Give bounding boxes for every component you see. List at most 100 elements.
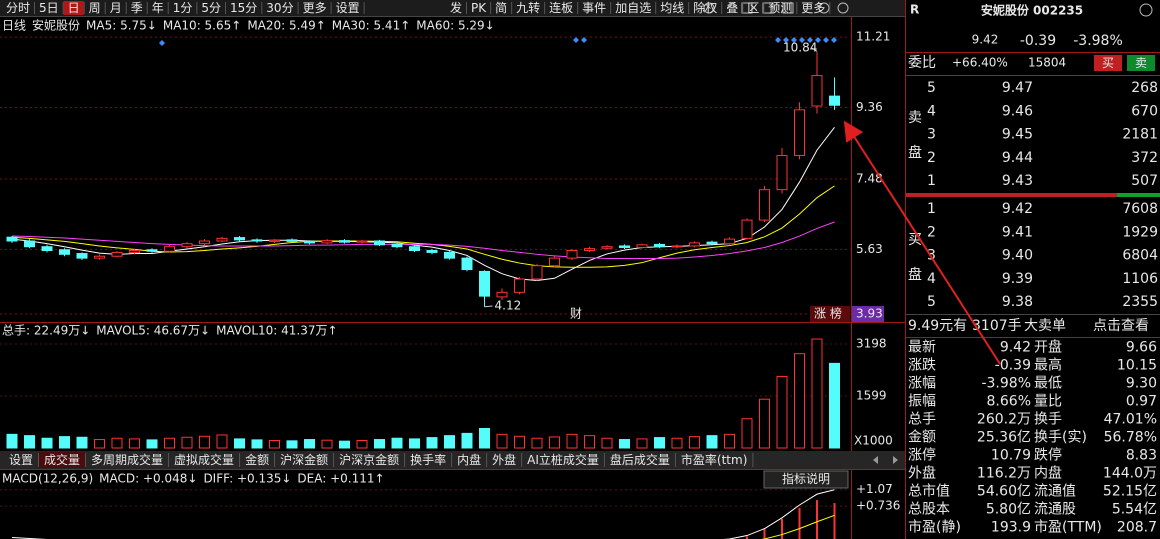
toolbar-button[interactable]: 日 xyxy=(68,1,80,15)
volume-bar xyxy=(811,338,823,449)
y-tick-label: 3198 xyxy=(856,336,887,350)
indicator-label: 安妮股份 xyxy=(32,18,80,33)
volume-bar xyxy=(321,439,333,449)
last-price: 9.42 xyxy=(972,33,999,47)
toolbar-button[interactable]: 5分 xyxy=(201,1,221,15)
tab-scroll[interactable] xyxy=(873,456,898,464)
order-volume: 1106 xyxy=(1122,271,1158,287)
event-marker[interactable] xyxy=(775,37,837,43)
order-price: 9.38 xyxy=(1002,294,1033,310)
toolbar-button[interactable]: 月 xyxy=(110,1,122,15)
toolbar-button[interactable]: 1分 xyxy=(173,1,193,15)
tab[interactable]: 外盘 xyxy=(492,452,516,467)
toolbar-button[interactable]: 周 xyxy=(89,1,101,15)
toolbar-button[interactable]: 简 xyxy=(495,1,507,15)
event-marker[interactable] xyxy=(581,37,587,43)
tab[interactable]: 内盘 xyxy=(457,452,481,467)
ma-line xyxy=(11,221,835,259)
toolbar-button[interactable]: 预测 xyxy=(768,1,792,15)
toolbar-button[interactable]: 30分 xyxy=(266,1,293,15)
order-price: 9.39 xyxy=(1002,271,1033,287)
toolbar-button[interactable]: 除权 xyxy=(693,0,717,15)
toolbar-button[interactable]: 连板 xyxy=(549,0,573,15)
candle-body xyxy=(146,249,158,252)
tab[interactable]: 盘后成交量 xyxy=(610,452,670,467)
toolbar-button[interactable]: 更多 xyxy=(303,1,327,15)
book-divider-green xyxy=(1117,193,1160,197)
stat-label: 总手 xyxy=(908,412,936,428)
volume-bar xyxy=(339,440,350,449)
toolbar-button[interactable]: 发 xyxy=(450,0,462,15)
help-button[interactable]: 指标说明 xyxy=(782,471,830,486)
toolbar-button[interactable]: 年 xyxy=(152,1,164,15)
stat-value: 9.66 xyxy=(1126,340,1157,356)
order-price: 9.43 xyxy=(1002,173,1033,189)
order-volume: 6804 xyxy=(1122,248,1158,264)
toolbar-button[interactable]: 加自选 xyxy=(615,1,651,15)
tab[interactable]: 多周期成交量 xyxy=(91,452,163,467)
stat-value: 25.36亿 xyxy=(977,430,1031,446)
candle-body xyxy=(199,240,210,245)
indicator-label: 日线 xyxy=(2,19,26,33)
tab[interactable]: 市盈率(ttm) xyxy=(681,452,747,467)
volume-bar xyxy=(164,437,175,449)
candle-body xyxy=(776,154,788,191)
toolbar-button[interactable]: PK xyxy=(471,1,487,15)
order-volume: 2355 xyxy=(1122,294,1158,310)
toolbar-button[interactable]: 均线 xyxy=(660,1,684,15)
tab[interactable]: 沪深京金额 xyxy=(339,452,399,467)
candle-body xyxy=(566,250,578,259)
toolbar-button[interactable]: 叠 xyxy=(726,1,738,15)
candles xyxy=(6,51,840,307)
icon[interactable] xyxy=(782,2,794,14)
stat-value: 5.80亿 xyxy=(986,502,1031,518)
toolbar-button[interactable]: 事件 xyxy=(582,1,606,15)
tab[interactable]: 换手率 xyxy=(410,452,446,467)
icon[interactable] xyxy=(741,2,753,14)
order-volume: 1929 xyxy=(1122,224,1158,240)
badge: R xyxy=(910,3,919,17)
candle-body xyxy=(689,242,700,247)
order-level: 1 xyxy=(927,201,936,217)
stat-label: 市盈(TTM) xyxy=(1034,519,1102,536)
toolbar-button[interactable]: 分时 xyxy=(6,1,30,15)
volume-bar xyxy=(636,438,648,449)
toolbar-bg xyxy=(0,0,905,16)
rank-flag[interactable]: 涨 榜 xyxy=(814,306,842,321)
toolbar-button[interactable]: 更多 xyxy=(801,1,825,15)
toolbar-button[interactable]: 设置 xyxy=(336,1,360,15)
tab[interactable]: AI立桩成交量 xyxy=(527,452,599,467)
settings-icon[interactable] xyxy=(1139,3,1153,17)
book-label: 卖 xyxy=(908,110,922,126)
finance-flag[interactable]: 财 xyxy=(570,307,582,321)
stat-label: 流通股 xyxy=(1034,502,1076,518)
candle-body xyxy=(41,246,53,252)
toolbar-button[interactable]: 九转 xyxy=(516,0,540,15)
sell-button[interactable]: 卖 xyxy=(1135,56,1147,70)
candle-body xyxy=(251,239,263,242)
icon[interactable] xyxy=(762,2,774,14)
event-marker[interactable] xyxy=(573,37,579,43)
toolbar-button[interactable]: 区 xyxy=(747,1,759,15)
tab[interactable]: 金额 xyxy=(245,452,269,467)
event-marker[interactable] xyxy=(159,40,165,46)
tab[interactable]: 成交量 xyxy=(44,452,80,467)
tab[interactable]: 设置 xyxy=(9,453,33,467)
order-volume: 670 xyxy=(1131,103,1158,119)
toolbar-button[interactable]: 15分 xyxy=(230,1,257,15)
big-order-text: 3107手 xyxy=(972,318,1022,334)
candle-body xyxy=(111,251,123,257)
toolbar-button[interactable]: 季 xyxy=(131,1,143,15)
candle-body xyxy=(601,246,613,249)
big-order-text[interactable]: 点击查看 xyxy=(1093,318,1149,334)
buy-button[interactable]: 买 xyxy=(1102,56,1114,70)
candle-body xyxy=(6,236,18,242)
stat-label: 总市值 xyxy=(908,483,950,500)
volume-bar xyxy=(794,353,805,449)
tab[interactable]: 沪深金额 xyxy=(280,452,328,467)
tab[interactable]: 虚拟成交量 xyxy=(174,452,234,467)
icon[interactable] xyxy=(837,2,849,14)
icon[interactable] xyxy=(818,2,830,14)
toolbar-button[interactable]: 5日 xyxy=(39,1,59,15)
icon[interactable] xyxy=(703,2,715,14)
